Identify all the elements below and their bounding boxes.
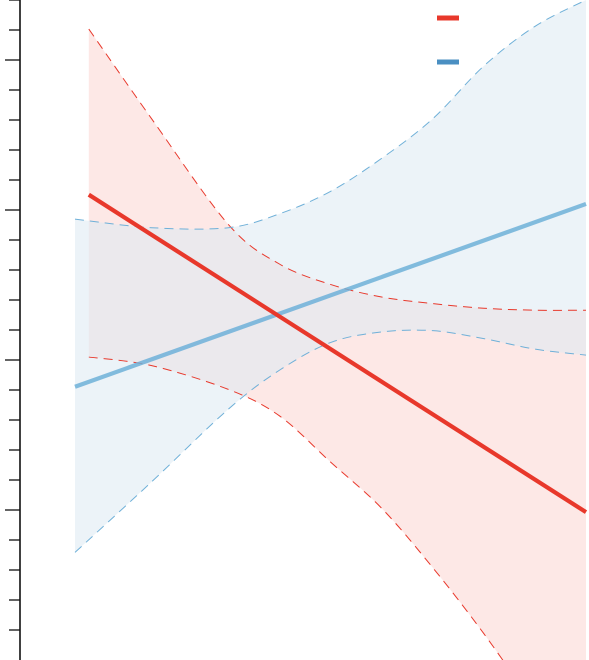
series-lines bbox=[74, 192, 588, 514]
series-2-band-lower-edge bbox=[74, 329, 587, 553]
series-1-confidence-band bbox=[88, 29, 586, 660]
confidence-bands bbox=[74, 0, 587, 660]
series-1-line bbox=[87, 192, 588, 514]
y-axis bbox=[5, 0, 21, 660]
series-2-confidence-band bbox=[75, 0, 586, 553]
series-1-band-upper-edge bbox=[88, 28, 587, 311]
series-2-line bbox=[74, 201, 587, 389]
series-1-band-lower-edge bbox=[88, 356, 504, 660]
series-2-band-upper-edge bbox=[74, 0, 587, 230]
legend bbox=[437, 15, 459, 65]
